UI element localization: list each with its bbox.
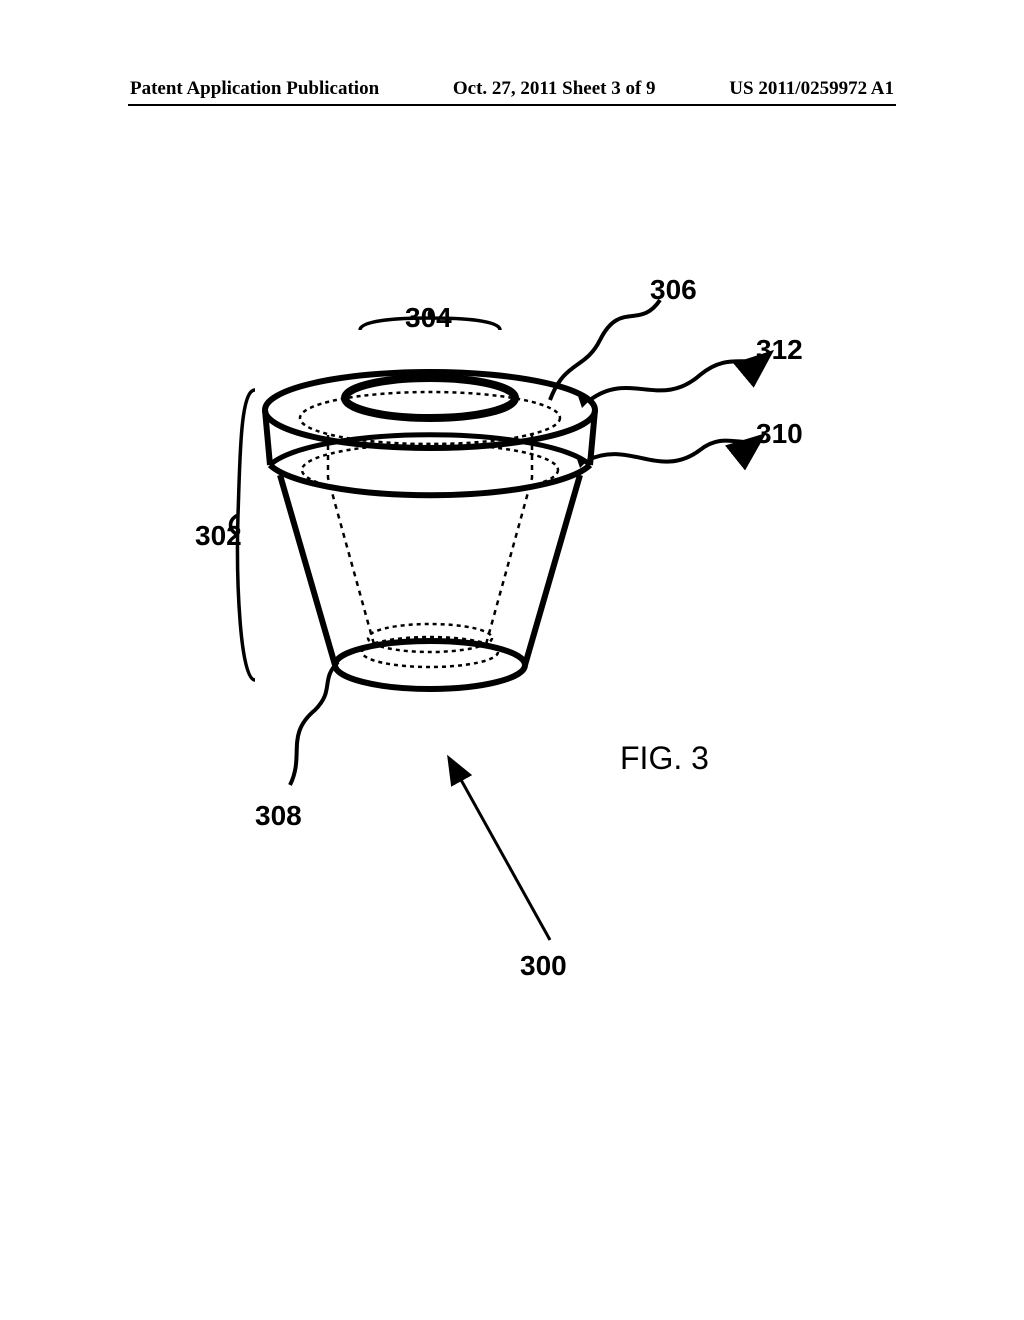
page-header: Patent Application Publication Oct. 27, … xyxy=(0,78,1024,100)
header-date-sheet: Oct. 27, 2011 Sheet 3 of 9 xyxy=(453,78,656,100)
label-308: 308 xyxy=(255,800,302,832)
header-rule xyxy=(128,104,896,106)
label-304: 304 xyxy=(405,302,452,334)
figure-caption: FIG. 3 xyxy=(620,740,709,777)
header-publication-type: Patent Application Publication xyxy=(130,78,379,100)
label-312: 312 xyxy=(756,334,803,366)
figure-drawing xyxy=(120,260,900,1020)
header-publication-number: US 2011/0259972 A1 xyxy=(729,78,894,100)
label-310: 310 xyxy=(756,418,803,450)
label-300: 300 xyxy=(520,950,567,982)
figure-3: 304 306 312 310 302 308 300 FIG. 3 xyxy=(120,260,900,1020)
label-306: 306 xyxy=(650,274,697,306)
label-302: 302 xyxy=(195,520,242,552)
